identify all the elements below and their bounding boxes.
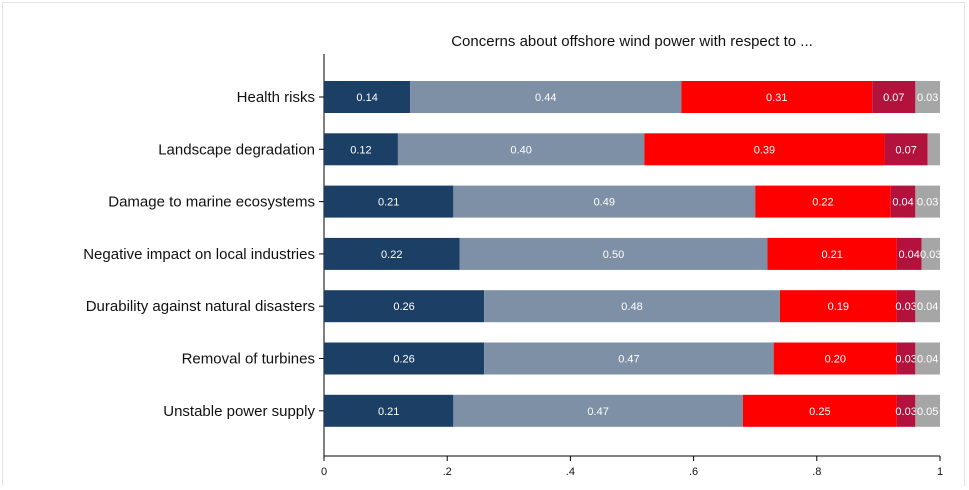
segment-value-label: 0.47 (618, 354, 639, 366)
category-label: Unstable power supply (163, 403, 315, 420)
bar-segment (773, 342, 897, 375)
segment-value-label: 0.04 (898, 249, 919, 261)
segment-value-label: 0.03 (920, 249, 941, 261)
category-label: Negative impact on local industries (83, 246, 315, 263)
category-label: Health risks (237, 89, 315, 106)
segment-value-label: 0.04 (917, 354, 938, 366)
segment-value-label: 0.03 (895, 406, 916, 418)
category-label: Landscape degradation (158, 141, 315, 158)
segment-value-label: 0.39 (754, 144, 775, 156)
bar-segment (915, 81, 940, 113)
bar-segment (644, 133, 885, 166)
x-tick-label: 1 (937, 466, 943, 478)
segment-value-label: 0.40 (510, 144, 531, 156)
segment-value-label: 0.26 (393, 301, 414, 313)
x-tick-label: .8 (812, 466, 821, 478)
segment-value-label: 0.22 (381, 249, 402, 261)
bar-segment (742, 394, 897, 427)
bar-segment (324, 342, 485, 375)
bar-segment (896, 342, 916, 375)
segment-value-label: 0.44 (535, 92, 556, 104)
bar-segment (755, 185, 891, 218)
segment-value-label: 0.31 (766, 92, 787, 104)
segment-value-label: 0.21 (378, 197, 399, 209)
segment-value-label: 0.04 (917, 301, 938, 313)
bar-segment (324, 133, 398, 166)
bar-segment (915, 342, 940, 375)
segment-value-label: 0.26 (393, 354, 414, 366)
segment-value-label: 0.12 (350, 144, 371, 156)
bar-segment (872, 81, 916, 113)
segment-value-label: 0.07 (883, 92, 904, 104)
segment-value-label: 0.19 (828, 301, 849, 313)
segment-value-label: 0.05 (917, 406, 938, 418)
x-tick-label: .6 (689, 466, 698, 478)
category-label: Removal of turbines (182, 351, 315, 368)
bar-segment (921, 237, 940, 270)
bar-segment (890, 185, 916, 218)
segment-value-label: 0.03 (895, 354, 916, 366)
bar-segment (915, 185, 940, 218)
segment-value-label: 0.21 (378, 406, 399, 418)
bar-segment (324, 394, 454, 427)
category-label: Damage to marine ecosystems (108, 194, 315, 211)
segment-value-label: 0.07 (895, 144, 916, 156)
bar-segment (324, 81, 411, 113)
segment-value-label: 0.03 (917, 92, 938, 104)
segment-value-label: 0.47 (587, 406, 608, 418)
x-tick-label: .4 (566, 466, 575, 478)
bar-segment (896, 290, 916, 323)
segment-value-label: 0.20 (825, 354, 846, 366)
bar-segment (453, 185, 756, 218)
bar-segment (915, 290, 940, 323)
bar-segment (484, 290, 780, 323)
bar-segment (324, 237, 460, 270)
segment-value-label: 0.48 (621, 301, 642, 313)
segment-value-label: 0.22 (812, 197, 833, 209)
x-tick-label: 0 (321, 466, 327, 478)
bar-segment (779, 290, 897, 323)
segment-value-label: 0.50 (603, 249, 624, 261)
bar-segment (927, 133, 940, 166)
bar-segment (324, 185, 454, 218)
bar-segment (681, 81, 873, 113)
bar-segment (459, 237, 768, 270)
bar-segment (453, 394, 743, 427)
bar-segment (484, 342, 774, 375)
segment-value-label: 0.03 (917, 197, 938, 209)
chart-title: Concerns about offshore wind power with … (451, 33, 813, 50)
segment-value-label: 0.21 (821, 249, 842, 261)
plot-area: 0 .2 .4 .6 .8 1 Health risks 0.14 0.44 0.31 0.07 0.… (83, 54, 943, 478)
bar-segment (397, 133, 645, 166)
bar-segment (884, 133, 928, 166)
segment-value-label: 0.25 (809, 406, 830, 418)
bar-segment (915, 394, 940, 427)
segment-value-label: 0.49 (594, 197, 615, 209)
segment-value-label: 0.04 (892, 197, 913, 209)
segment-value-label: 0.03 (895, 301, 916, 313)
bar-segment (410, 81, 682, 113)
bar-segment (767, 237, 897, 270)
bar-segment (896, 237, 922, 270)
x-tick-label: .2 (443, 466, 452, 478)
segment-value-label: 0.14 (356, 92, 377, 104)
category-label: Durability against natural disasters (86, 298, 315, 315)
bar-segment (896, 394, 916, 427)
bar-segment (324, 290, 485, 323)
